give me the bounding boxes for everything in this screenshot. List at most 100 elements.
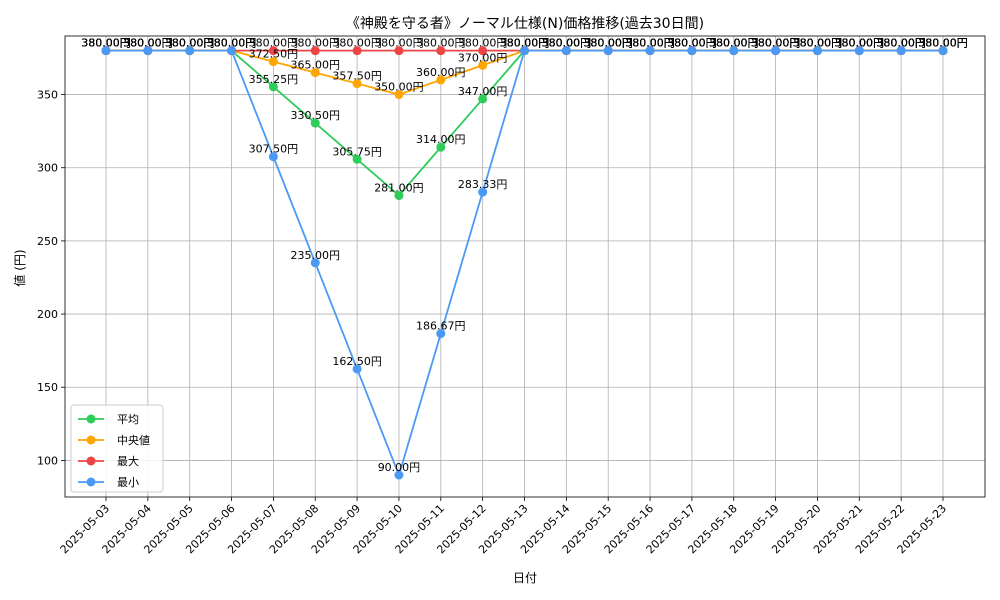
data-label: 380.00円 — [500, 37, 550, 50]
y-axis: 100 150 200 250 300 350 — [37, 89, 65, 467]
data-point — [687, 46, 697, 56]
data-label: 360.00円 — [416, 66, 466, 79]
data-label: 380.00円 — [667, 37, 717, 50]
data-point — [394, 46, 404, 56]
data-point — [352, 154, 362, 164]
data-label: 357.50円 — [332, 70, 382, 83]
data-label: 330.50円 — [291, 109, 341, 122]
data-label: 380.00円 — [835, 37, 885, 50]
data-label: 380.00円 — [835, 37, 885, 50]
data-label: 380.00円 — [207, 37, 257, 50]
data-label: 380.00円 — [918, 37, 968, 50]
legend-label: 平均 — [117, 413, 139, 426]
legend-swatch-marker — [86, 435, 96, 445]
data-label: 380.00円 — [207, 37, 257, 50]
data-point — [352, 46, 362, 56]
y-tick-label: 100 — [37, 454, 58, 467]
data-label: 380.00円 — [876, 37, 926, 50]
data-label: 380.00円 — [709, 37, 759, 50]
data-point — [268, 46, 278, 56]
data-label: 380.00円 — [500, 37, 550, 50]
data-label: 380.00円 — [876, 37, 926, 50]
data-label: 380.00円 — [793, 37, 843, 50]
data-point — [268, 57, 278, 67]
data-point — [352, 364, 362, 374]
data-point — [394, 90, 404, 100]
data-label: 380.00円 — [165, 37, 215, 50]
data-point — [310, 46, 320, 56]
data-label: 380.00円 — [583, 37, 633, 50]
data-point — [520, 46, 529, 56]
data-label: 380.00円 — [793, 37, 843, 50]
data-label: 380.00円 — [165, 37, 215, 50]
data-label: 380.00円 — [667, 37, 717, 50]
data-label: 380.00円 — [81, 37, 131, 50]
data-point — [896, 46, 906, 56]
data-point — [394, 191, 404, 201]
data-label: 380.00円 — [835, 37, 885, 50]
data-point — [310, 68, 320, 78]
data-point — [310, 258, 320, 268]
data-label: 380.00円 — [123, 37, 173, 50]
data-label: 281.00円 — [374, 182, 424, 195]
data-point — [561, 46, 571, 56]
data-point — [185, 46, 195, 56]
data-label: 380.00円 — [667, 37, 717, 50]
data-point — [603, 46, 613, 56]
data-label: 380.00円 — [625, 37, 675, 50]
y-tick-label: 150 — [37, 381, 58, 394]
data-label: 380.00円 — [81, 37, 131, 50]
data-label: 380.00円 — [165, 37, 215, 50]
data-label: 380.00円 — [332, 37, 382, 50]
data-label: 380.00円 — [667, 37, 717, 50]
data-point — [436, 142, 446, 152]
y-tick-label: 200 — [37, 308, 58, 321]
data-label: 380.00円 — [625, 37, 675, 50]
legend-label: 中央値 — [117, 434, 150, 447]
grid — [65, 36, 985, 497]
data-label: 380.00円 — [625, 37, 675, 50]
data-label: 380.00円 — [123, 37, 173, 50]
legend-swatch-marker — [86, 414, 96, 424]
data-point — [268, 152, 278, 162]
data-label: 380.00円 — [751, 37, 801, 50]
data-point — [227, 46, 237, 56]
x-axis-label: 日付 — [513, 571, 537, 585]
data-label: 380.00円 — [542, 37, 592, 50]
data-label: 380.00円 — [249, 37, 299, 50]
data-label: 380.00円 — [876, 37, 926, 50]
data-label: 314.00円 — [416, 133, 466, 146]
data-point — [812, 46, 822, 56]
data-label: 380.00円 — [876, 37, 926, 50]
data-label: 372.50円 — [249, 48, 299, 61]
data-point — [771, 46, 781, 56]
data-label: 380.00円 — [583, 37, 633, 50]
data-point — [478, 94, 488, 104]
data-label: 305.75円 — [332, 145, 382, 158]
data-point — [436, 75, 446, 85]
y-axis-label: 値 (円) — [12, 249, 27, 286]
data-label: 283.33円 — [458, 178, 508, 191]
data-label: 380.00円 — [416, 37, 466, 50]
data-label: 186.67円 — [416, 320, 466, 333]
data-point — [143, 46, 153, 56]
legend-swatch-marker — [86, 477, 96, 487]
data-point — [645, 46, 655, 56]
data-label: 380.00円 — [751, 37, 801, 50]
data-label: 380.00円 — [81, 37, 131, 50]
legend-label: 最小 — [117, 476, 139, 489]
data-label: 380.00円 — [709, 37, 759, 50]
data-label: 235.00円 — [291, 249, 341, 262]
data-label: 365.00円 — [291, 59, 341, 72]
plot-frame — [64, 35, 986, 498]
data-label: 380.00円 — [751, 37, 801, 50]
data-label: 380.00円 — [500, 37, 550, 50]
data-label: 380.00円 — [542, 37, 592, 50]
data-label: 380.00円 — [207, 37, 257, 50]
data-point — [310, 118, 320, 128]
data-label: 380.00円 — [165, 37, 215, 50]
data-point — [101, 46, 111, 56]
data-label: 380.00円 — [793, 37, 843, 50]
data-label: 162.50円 — [332, 355, 382, 368]
